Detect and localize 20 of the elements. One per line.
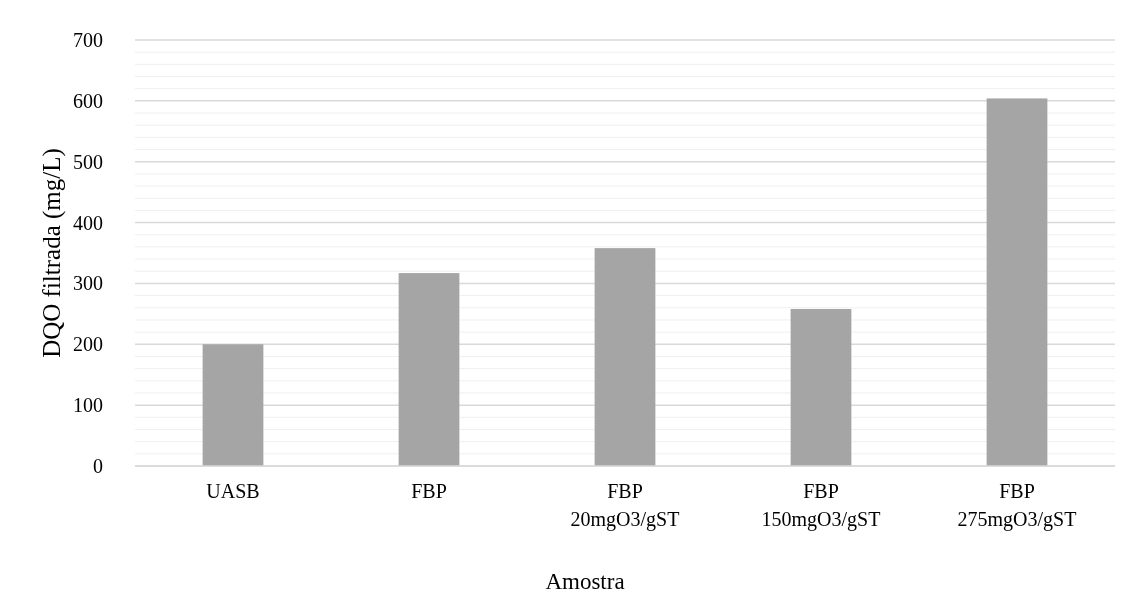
x-tick-label: FBP — [411, 480, 447, 502]
x-tick-label: FBP 150mgO3/gST — [761, 480, 881, 531]
y-tick-label: 200 — [73, 333, 103, 356]
y-tick-label: 700 — [73, 29, 103, 51]
y-tick-label: 300 — [73, 272, 103, 295]
x-tick-label: FBP 275mgO3/gST — [957, 480, 1077, 531]
y-tick-label: 0 — [93, 455, 103, 477]
bar — [986, 98, 1048, 466]
x-tick-label: FBP 20mgO3/gST — [570, 480, 680, 531]
y-tick-label: 100 — [73, 394, 103, 417]
bar — [398, 273, 460, 466]
x-axis-title: Amostra — [545, 569, 625, 594]
x-tick-label: UASB — [206, 480, 260, 502]
y-axis-title: DQO filtrada (mg/L) — [38, 148, 66, 358]
y-tick-label: 600 — [73, 89, 103, 112]
y-tick-label: 500 — [73, 150, 103, 173]
y-tick-label: 400 — [73, 211, 103, 234]
bar — [594, 248, 656, 466]
bar — [790, 308, 852, 466]
bar — [202, 344, 264, 466]
